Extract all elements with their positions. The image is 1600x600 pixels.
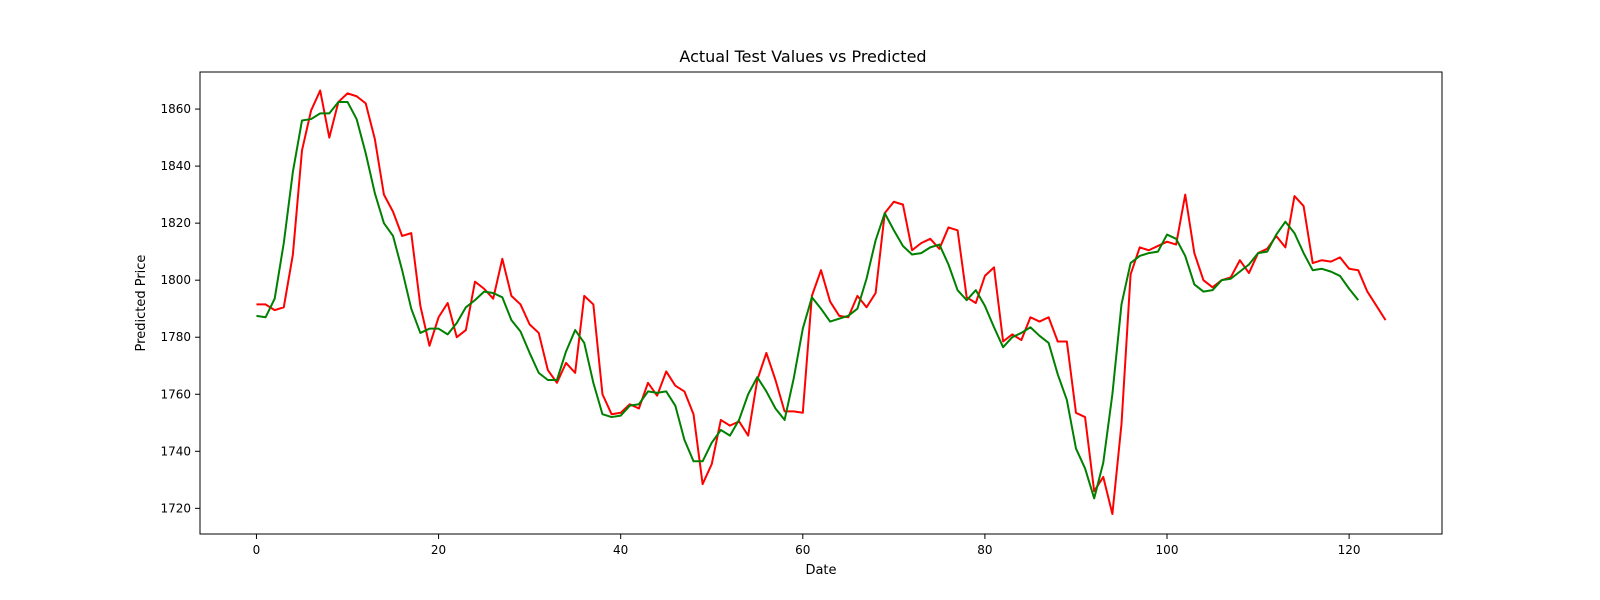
series-layer xyxy=(256,89,1387,516)
x-axis: 0 20 40 60 80 100 120 xyxy=(253,534,1361,557)
y-tick-label: 1800 xyxy=(160,273,191,287)
x-tick-label: 0 xyxy=(253,543,261,557)
x-tick-label: 80 xyxy=(977,543,992,557)
x-tick-label: 20 xyxy=(431,543,446,557)
y-tick-label: 1760 xyxy=(160,387,191,401)
y-tick-label: 1740 xyxy=(160,444,191,458)
y-axis: 1720 1740 1760 1780 1800 1820 1840 1860 xyxy=(160,102,200,515)
y-tick-label: 1820 xyxy=(160,216,191,230)
y-axis-label: Predicted Price xyxy=(134,255,149,352)
x-tick-label: 120 xyxy=(1338,543,1361,557)
series-line-1 xyxy=(256,89,1387,516)
x-axis-label: Date xyxy=(805,563,836,578)
chart-title: Actual Test Values vs Predicted xyxy=(679,47,926,66)
y-tick-label: 1780 xyxy=(160,330,191,344)
x-tick-label: 100 xyxy=(1156,543,1179,557)
y-tick-label: 1720 xyxy=(160,501,191,515)
plot-frame xyxy=(199,71,1443,535)
x-tick-label: 60 xyxy=(795,543,810,557)
y-tick-label: 1860 xyxy=(160,102,191,116)
series-line-2 xyxy=(256,100,1360,500)
x-tick-label: 40 xyxy=(613,543,628,557)
y-tick-label: 1840 xyxy=(160,159,191,173)
